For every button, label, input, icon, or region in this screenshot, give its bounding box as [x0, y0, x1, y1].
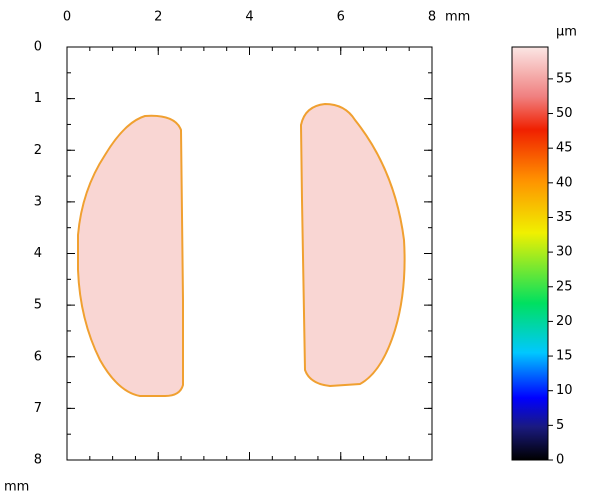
chart: mm mm µm 0246801234567805101520253035404… [0, 0, 595, 499]
colorbar-tick-label: 50 [556, 106, 573, 121]
sample-right [301, 104, 405, 386]
colorbar-unit: µm [556, 25, 577, 40]
y-tick-label: 1 [34, 91, 42, 106]
x-tick-label: 8 [428, 10, 436, 25]
sample-left [78, 116, 183, 396]
x-unit: mm [445, 10, 470, 25]
y-tick-label: 2 [34, 143, 42, 158]
y-unit: mm [4, 480, 29, 495]
y-tick-label: 3 [34, 194, 42, 209]
colorbar-tick-label: 55 [556, 71, 573, 86]
y-tick-label: 5 [34, 298, 42, 313]
colorbar-tick-label: 15 [556, 349, 573, 364]
x-tick-label: 4 [245, 10, 253, 25]
y-tick-label: 0 [34, 40, 42, 55]
y-tick-label: 6 [34, 349, 42, 364]
colorbar-tick-label: 10 [556, 383, 573, 398]
colorbar-tick-label: 30 [556, 245, 573, 260]
x-tick-label: 2 [154, 10, 162, 25]
colorbar-tick-label: 40 [556, 175, 573, 190]
y-tick-label: 7 [34, 401, 42, 416]
x-tick-label: 6 [337, 10, 345, 25]
colorbar-tick-label: 25 [556, 279, 573, 294]
x-tick-label: 0 [63, 10, 71, 25]
colorbar-tick-label: 0 [556, 453, 564, 468]
colorbar-tick-label: 5 [556, 418, 564, 433]
colorbar [512, 47, 548, 460]
y-tick-label: 4 [34, 246, 42, 261]
y-tick-label: 8 [34, 453, 42, 468]
colorbar-tick-label: 35 [556, 210, 573, 225]
colorbar-tick-label: 45 [556, 141, 573, 156]
colorbar-tick-label: 20 [556, 314, 573, 329]
